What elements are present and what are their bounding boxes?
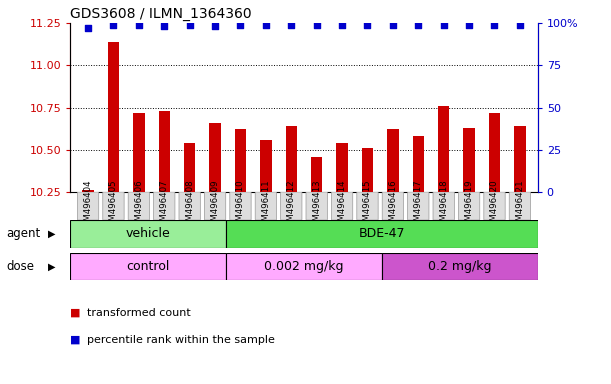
Bar [70, 220, 226, 248]
Text: ■: ■ [70, 335, 81, 345]
FancyBboxPatch shape [382, 192, 403, 220]
Bar [210, 123, 221, 192]
Bar [226, 253, 382, 280]
Point [109, 22, 119, 28]
Point [261, 22, 271, 28]
Text: dose: dose [6, 260, 34, 273]
Text: 0.002 mg/kg: 0.002 mg/kg [264, 260, 344, 273]
Bar [438, 106, 450, 192]
Text: GSM496421: GSM496421 [516, 180, 524, 232]
Text: GSM496404: GSM496404 [84, 180, 92, 232]
Text: GSM496415: GSM496415 [363, 180, 372, 232]
Text: GSM496413: GSM496413 [312, 180, 321, 232]
Text: GDS3608 / ILMN_1364360: GDS3608 / ILMN_1364360 [70, 7, 252, 21]
Bar [108, 41, 119, 192]
FancyBboxPatch shape [433, 192, 455, 220]
Point [312, 22, 321, 28]
FancyBboxPatch shape [509, 192, 530, 220]
FancyBboxPatch shape [179, 192, 200, 220]
Point [515, 22, 525, 28]
Point [185, 22, 194, 28]
FancyBboxPatch shape [103, 192, 124, 220]
Point [236, 22, 246, 28]
Bar [184, 143, 196, 192]
Bar [260, 140, 271, 192]
Text: vehicle: vehicle [126, 227, 170, 240]
Text: transformed count: transformed count [87, 308, 191, 318]
Text: BDE-47: BDE-47 [359, 227, 405, 240]
FancyBboxPatch shape [153, 192, 175, 220]
Text: GSM496411: GSM496411 [262, 180, 271, 232]
Text: agent: agent [6, 227, 40, 240]
Bar [226, 220, 538, 248]
FancyBboxPatch shape [280, 192, 302, 220]
Point [159, 23, 169, 30]
Text: GSM496408: GSM496408 [185, 180, 194, 232]
Text: GSM496405: GSM496405 [109, 180, 118, 232]
Point [388, 22, 398, 28]
FancyBboxPatch shape [306, 192, 327, 220]
Bar [514, 126, 525, 192]
Text: GSM496418: GSM496418 [439, 180, 448, 232]
Bar [133, 113, 145, 192]
Text: ■: ■ [70, 308, 81, 318]
Bar [412, 136, 424, 192]
Bar [70, 253, 226, 280]
Bar [489, 113, 500, 192]
Bar [463, 128, 475, 192]
Text: ▶: ▶ [48, 262, 56, 271]
Point [83, 25, 93, 31]
Text: control: control [126, 260, 170, 273]
Point [362, 22, 372, 28]
Point [287, 22, 296, 28]
Text: ▶: ▶ [48, 229, 56, 239]
Bar [235, 129, 246, 192]
Text: GSM496419: GSM496419 [464, 180, 474, 232]
FancyBboxPatch shape [484, 192, 505, 220]
Point [464, 22, 474, 28]
Text: GSM496407: GSM496407 [159, 180, 169, 232]
Point [439, 22, 448, 28]
FancyBboxPatch shape [255, 192, 277, 220]
Bar [382, 253, 538, 280]
Point [210, 23, 220, 30]
Text: GSM496410: GSM496410 [236, 180, 245, 232]
Point [134, 22, 144, 28]
FancyBboxPatch shape [230, 192, 251, 220]
Text: GSM496406: GSM496406 [134, 180, 144, 232]
Text: GSM496412: GSM496412 [287, 180, 296, 232]
FancyBboxPatch shape [458, 192, 480, 220]
Bar [362, 148, 373, 192]
Bar [311, 157, 323, 192]
Text: percentile rank within the sample: percentile rank within the sample [87, 335, 275, 345]
FancyBboxPatch shape [408, 192, 429, 220]
Point [414, 22, 423, 28]
FancyBboxPatch shape [331, 192, 353, 220]
Text: GSM496409: GSM496409 [211, 180, 219, 232]
Bar [387, 129, 398, 192]
FancyBboxPatch shape [78, 192, 99, 220]
Text: 0.2 mg/kg: 0.2 mg/kg [428, 260, 491, 273]
Bar [285, 126, 297, 192]
Text: GSM496416: GSM496416 [389, 180, 397, 232]
Text: GSM496414: GSM496414 [337, 180, 346, 232]
FancyBboxPatch shape [357, 192, 378, 220]
Text: GSM496420: GSM496420 [490, 180, 499, 232]
Point [489, 22, 499, 28]
Bar [82, 190, 93, 192]
FancyBboxPatch shape [205, 192, 225, 220]
Bar [158, 111, 170, 192]
Text: GSM496417: GSM496417 [414, 180, 423, 232]
Point [337, 22, 347, 28]
Bar [337, 143, 348, 192]
FancyBboxPatch shape [128, 192, 150, 220]
